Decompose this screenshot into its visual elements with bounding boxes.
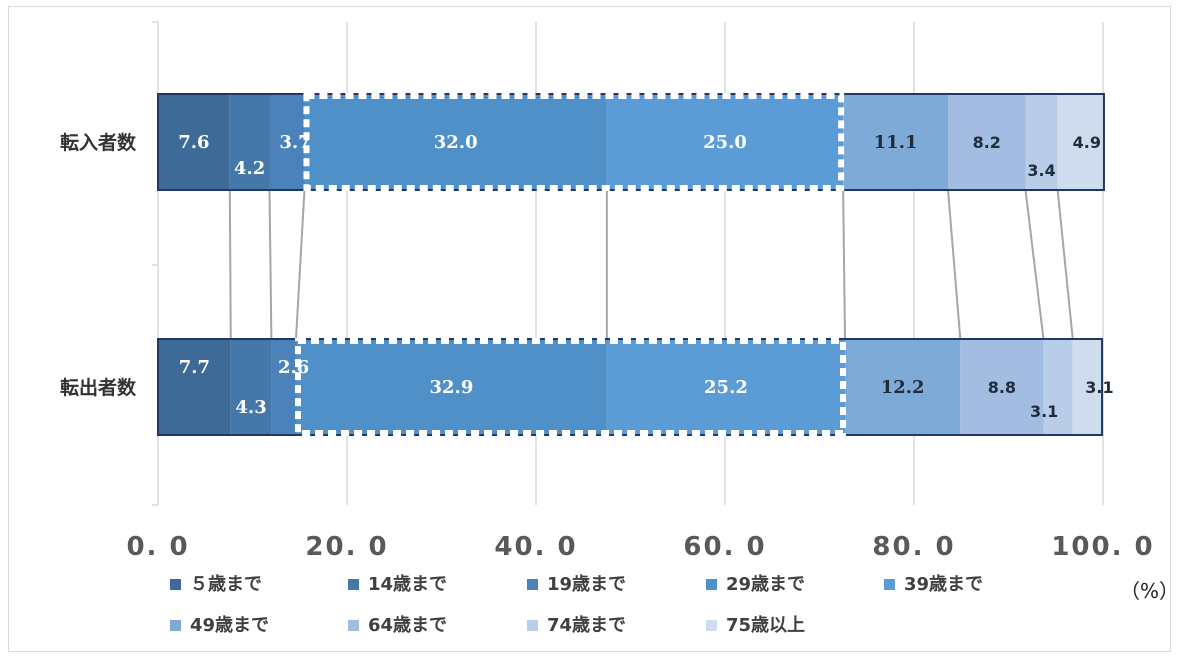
legend-swatch bbox=[170, 620, 181, 631]
legend-swatch bbox=[170, 579, 181, 590]
legend-swatch bbox=[348, 620, 359, 631]
legend-label: ５歳まで bbox=[190, 574, 262, 595]
data-label: 2.6 bbox=[278, 357, 309, 378]
bar-segment bbox=[269, 94, 305, 190]
bar-segment bbox=[1043, 339, 1073, 435]
legend-swatch bbox=[348, 579, 359, 590]
data-label: 3.7 bbox=[279, 132, 310, 153]
bar-segment bbox=[845, 339, 961, 435]
x-tick-label: 40. 0 bbox=[494, 532, 577, 562]
highlight-boxes bbox=[294, 93, 847, 436]
x-tick-label: 0. 0 bbox=[126, 532, 189, 562]
data-label: 4.3 bbox=[235, 397, 266, 418]
series-connector-line bbox=[947, 189, 962, 340]
bar-segment bbox=[606, 339, 846, 435]
legend-label: 74歳まで bbox=[547, 615, 626, 636]
legend-label: 39歳まで bbox=[904, 574, 983, 595]
data-label: 3.4 bbox=[1027, 161, 1055, 180]
x-tick-label: 20. 0 bbox=[305, 532, 388, 562]
legend-label: 14歳まで bbox=[368, 574, 447, 595]
legend-swatch bbox=[527, 579, 538, 590]
data-label: 4.9 bbox=[1073, 133, 1101, 152]
data-label: 3.1 bbox=[1030, 402, 1058, 421]
data-label: 32.9 bbox=[430, 377, 474, 398]
bars bbox=[157, 93, 1105, 436]
bar-segment bbox=[158, 94, 230, 190]
data-label: 7.7 bbox=[179, 357, 210, 378]
bar-segment bbox=[960, 339, 1044, 435]
data-label: 12.2 bbox=[881, 377, 925, 398]
series-connector-line bbox=[294, 189, 306, 340]
x-axis-tick-labels: 0. 0 20. 0 40. 0 60. 0 80. 0 100. 0 bbox=[126, 532, 1154, 562]
bar-segment bbox=[230, 339, 272, 435]
legend-label: 29歳まで bbox=[726, 574, 805, 595]
data-labels: 7.6 4.2 3.7 32.0 25.0 11.1 8.2 3.4 4.9 7.7 4.3 2.6 3… bbox=[178, 132, 1113, 421]
bar-segment bbox=[843, 94, 949, 190]
data-label: 25.2 bbox=[704, 377, 748, 398]
unit-label: （%） bbox=[1120, 579, 1179, 603]
bar-segment bbox=[948, 94, 1026, 190]
bar-segment bbox=[158, 339, 231, 435]
legend-label: 64歳まで bbox=[368, 615, 447, 636]
category-label: 転入者数 bbox=[60, 131, 137, 154]
data-label: 25.0 bbox=[703, 132, 747, 153]
legend-swatch bbox=[706, 620, 717, 631]
data-label: 11.1 bbox=[874, 132, 918, 153]
series-connector-line bbox=[1024, 189, 1045, 340]
x-tick-label: 80. 0 bbox=[872, 532, 955, 562]
series-connector-line bbox=[228, 189, 232, 340]
legend-label: 75歳以上 bbox=[726, 615, 805, 636]
bar-segment bbox=[606, 94, 844, 190]
bar-segment bbox=[295, 339, 607, 435]
x-tick-label: 60. 0 bbox=[683, 532, 766, 562]
bar-segment bbox=[1025, 94, 1058, 190]
data-label: 4.2 bbox=[234, 158, 265, 179]
data-label: 32.0 bbox=[434, 132, 478, 153]
category-label: 転出者数 bbox=[60, 376, 137, 399]
series-connector-lines bbox=[228, 189, 1074, 340]
bar-segment bbox=[304, 94, 607, 190]
series-connector-line bbox=[268, 189, 273, 340]
bar-segment bbox=[229, 94, 270, 190]
legend-swatch bbox=[706, 579, 717, 590]
highlight-box bbox=[294, 338, 847, 436]
legend-swatch bbox=[527, 620, 538, 631]
data-label: 8.8 bbox=[988, 378, 1016, 397]
series-connector-line bbox=[842, 189, 847, 340]
legend-label: 19歳まで bbox=[547, 574, 626, 595]
chart-frame bbox=[8, 6, 1171, 652]
legend-swatch bbox=[884, 579, 895, 590]
x-tick-label: 100. 0 bbox=[1051, 532, 1154, 562]
legend: ５歳まで 14歳まで 19歳まで 29歳まで 39歳まで 49歳まで 64歳まで 74歳まで 7… bbox=[170, 574, 983, 636]
legend-label: 49歳まで bbox=[190, 615, 269, 636]
data-label: 8.2 bbox=[973, 133, 1001, 152]
bar-segment bbox=[271, 339, 296, 435]
bar-segment bbox=[1072, 339, 1103, 435]
series-connector-line bbox=[1056, 189, 1074, 340]
data-label: 7.6 bbox=[178, 132, 209, 153]
highlight-box bbox=[303, 93, 845, 191]
bar-segment bbox=[1057, 94, 1104, 190]
data-label: 3.1 bbox=[1085, 378, 1113, 397]
